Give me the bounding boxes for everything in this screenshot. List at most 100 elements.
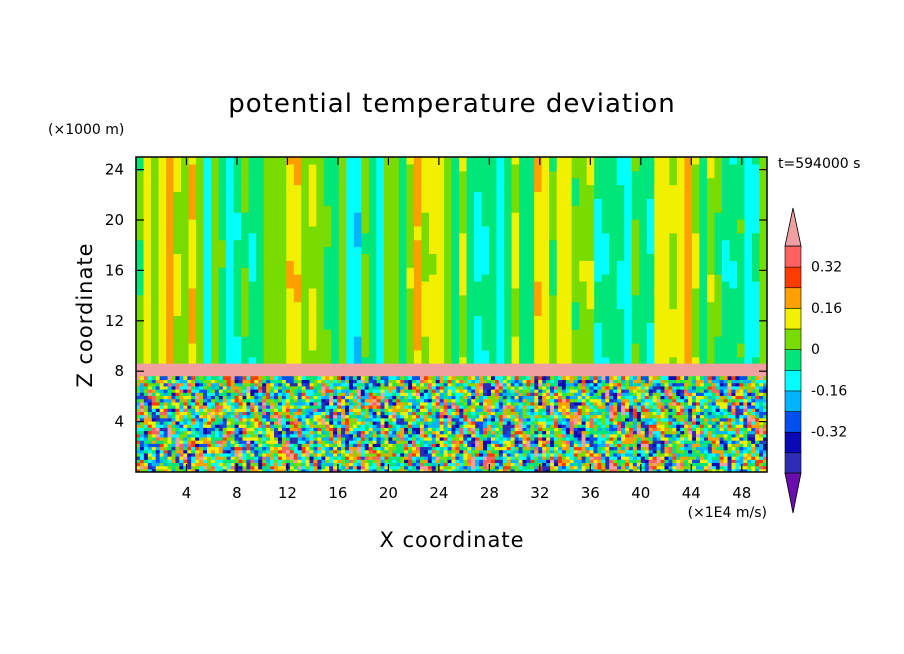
field-cell <box>242 452 248 457</box>
field-cell <box>230 443 236 448</box>
field-cell <box>706 342 716 351</box>
field-cell <box>305 395 311 400</box>
field-cell <box>234 446 240 451</box>
field-cell <box>419 436 425 441</box>
field-cell <box>254 430 259 435</box>
field-cell <box>439 443 445 448</box>
field-cell <box>466 157 475 165</box>
field-cell <box>691 322 700 330</box>
field-cell <box>439 462 445 467</box>
field-cell <box>233 191 242 199</box>
field-cell <box>406 184 415 193</box>
field-cell <box>206 424 212 428</box>
field-cell <box>443 430 449 435</box>
field-cell <box>408 440 413 444</box>
field-cell <box>203 427 208 432</box>
field-cell <box>230 420 236 425</box>
field-cell <box>175 468 180 472</box>
field-cell <box>210 382 216 387</box>
field-cell <box>199 452 204 457</box>
field-cell <box>203 389 208 393</box>
field-cell <box>345 452 350 457</box>
field-cell <box>511 329 520 337</box>
field-cell <box>421 212 430 220</box>
field-cell <box>256 205 265 213</box>
field-cell <box>293 225 302 234</box>
field-cell <box>258 389 263 393</box>
field-cell <box>278 356 287 365</box>
field-cell <box>281 462 287 467</box>
field-cell <box>489 170 498 179</box>
field-cell <box>609 274 618 282</box>
field-cell <box>262 411 267 416</box>
field-cell <box>646 184 655 193</box>
field-cell <box>254 459 259 464</box>
field-cell <box>313 401 319 406</box>
field-cell <box>759 349 767 358</box>
field-cell <box>609 246 618 255</box>
field-cell <box>360 424 366 428</box>
field-cell <box>271 246 280 255</box>
field-cell <box>316 157 325 165</box>
field-cell <box>163 411 169 416</box>
field-cell <box>360 404 366 409</box>
field-cell <box>706 177 716 186</box>
field-cell <box>139 433 145 438</box>
field-cell <box>256 177 265 186</box>
field-cell <box>346 287 355 296</box>
field-cell <box>714 301 723 310</box>
field-cell <box>721 315 731 323</box>
field-cell <box>564 212 573 220</box>
field-cell <box>346 301 355 310</box>
field-cell <box>341 404 346 409</box>
field-cell <box>195 462 200 467</box>
field-cell <box>676 212 685 220</box>
field-cell <box>158 191 167 199</box>
field-cell <box>421 315 430 323</box>
field-cell <box>346 246 355 255</box>
field-cell <box>179 456 184 460</box>
field-cell <box>372 449 378 454</box>
field-cell <box>759 322 767 330</box>
field-cell <box>317 395 322 400</box>
field-cell <box>270 440 275 444</box>
field-cell <box>504 163 513 172</box>
field-cell <box>337 452 342 457</box>
field-cell <box>241 342 250 351</box>
field-cell <box>248 294 257 303</box>
field-cell <box>391 342 400 351</box>
field-cell <box>609 336 618 344</box>
field-cell <box>579 239 588 248</box>
field-cell <box>203 452 208 457</box>
field-cell <box>431 398 437 403</box>
field-cell <box>183 408 188 412</box>
field-cell <box>439 385 445 390</box>
field-cell <box>266 411 271 416</box>
field-cell <box>329 401 334 406</box>
field-cell <box>250 443 255 448</box>
field-cell <box>459 459 464 464</box>
field-cell <box>285 449 291 454</box>
field-cell <box>496 212 505 220</box>
field-cell <box>474 177 483 186</box>
field-cell <box>305 392 311 396</box>
field-cell <box>338 191 347 199</box>
field-cell <box>317 430 322 435</box>
field-cell <box>242 379 248 384</box>
field-cell <box>289 420 295 425</box>
field-cell <box>489 267 498 275</box>
field-cell <box>256 308 265 317</box>
field-cell <box>331 260 340 268</box>
field-cell <box>706 205 716 213</box>
field-cell <box>183 433 188 438</box>
field-cell <box>316 212 325 220</box>
field-cell <box>203 446 208 451</box>
field-cell <box>639 184 648 193</box>
field-cell <box>356 443 362 448</box>
field-cell <box>181 336 190 344</box>
field-cell <box>380 468 386 472</box>
field-cell <box>139 417 145 422</box>
field-cell <box>143 287 152 296</box>
field-cell <box>308 205 317 213</box>
field-cell <box>481 157 490 165</box>
